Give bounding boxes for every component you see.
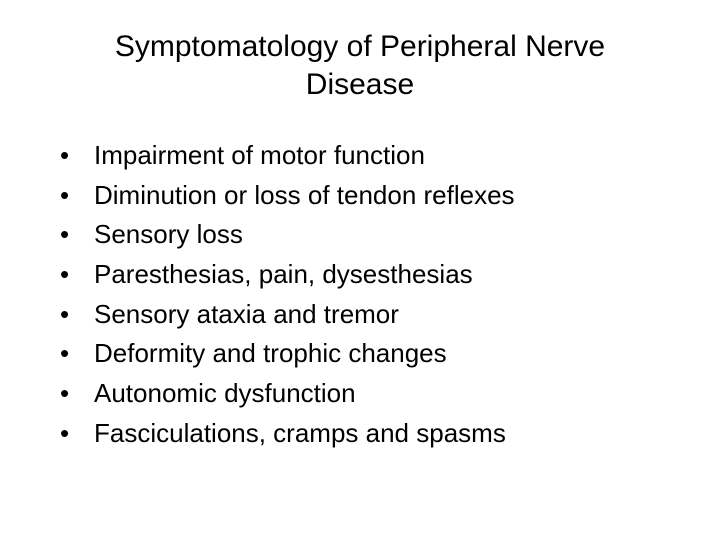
bullet-icon: • [60,375,94,413]
bullet-text: Sensory loss [94,216,680,254]
bullet-text: Autonomic dysfunction [94,375,680,413]
list-item: • Sensory loss [60,216,680,254]
bullet-text: Sensory ataxia and tremor [94,296,680,334]
bullet-text: Fasciculations, cramps and spasms [94,415,680,453]
bullet-list: • Impairment of motor function • Diminut… [40,137,680,453]
list-item: • Fasciculations, cramps and spasms [60,415,680,453]
bullet-icon: • [60,335,94,373]
list-item: • Impairment of motor function [60,137,680,175]
list-item: • Autonomic dysfunction [60,375,680,413]
slide-container: Symptomatology of Peripheral Nerve Disea… [0,0,720,540]
bullet-icon: • [60,137,94,175]
bullet-text: Impairment of motor function [94,137,680,175]
slide-title: Symptomatology of Peripheral Nerve Disea… [80,28,640,103]
bullet-icon: • [60,216,94,254]
list-item: • Diminution or loss of tendon reflexes [60,177,680,215]
bullet-icon: • [60,256,94,294]
bullet-text: Diminution or loss of tendon reflexes [94,177,680,215]
bullet-text: Paresthesias, pain, dysesthesias [94,256,680,294]
list-item: • Deformity and trophic changes [60,335,680,373]
list-item: • Sensory ataxia and tremor [60,296,680,334]
bullet-icon: • [60,177,94,215]
bullet-icon: • [60,415,94,453]
list-item: • Paresthesias, pain, dysesthesias [60,256,680,294]
bullet-text: Deformity and trophic changes [94,335,680,373]
bullet-icon: • [60,296,94,334]
